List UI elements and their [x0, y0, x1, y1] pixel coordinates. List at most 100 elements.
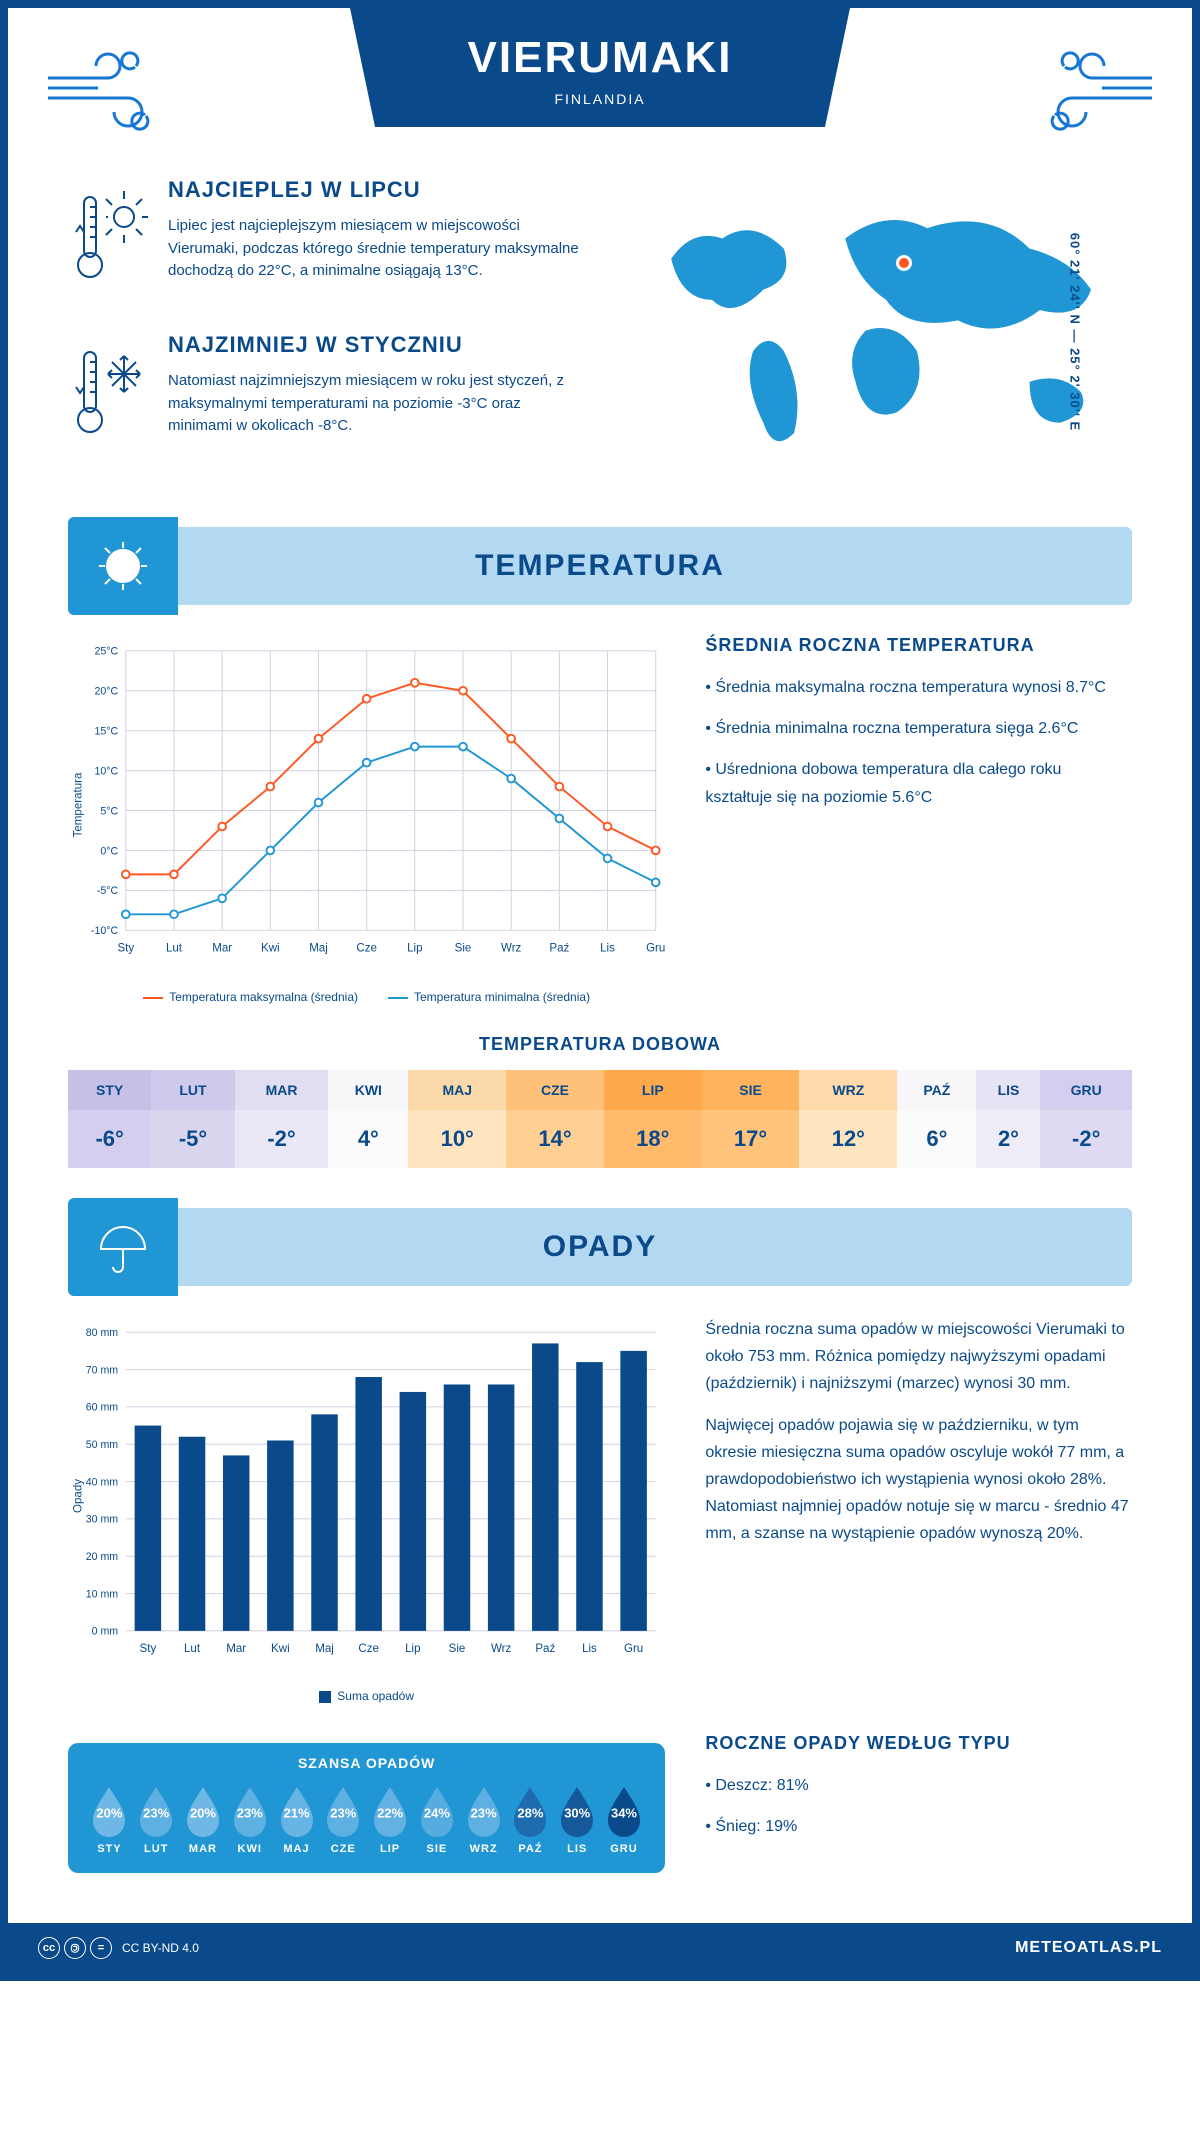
precipitation-description: Średnia roczna suma opadów w miejscowośc…: [705, 1316, 1132, 1703]
daily-temp-value: 4°: [328, 1110, 408, 1168]
temperature-description: ŚREDNIA ROCZNA TEMPERATURA • Średnia mak…: [705, 635, 1132, 1004]
svg-text:Mar: Mar: [226, 1643, 246, 1655]
coldest-heading: NAJZIMNIEJ W STYCZNIU: [168, 332, 580, 358]
rain-chance-item: 24%SIE: [413, 1783, 460, 1855]
svg-text:60 mm: 60 mm: [86, 1402, 119, 1414]
wind-decoration-right: [1022, 38, 1162, 138]
daily-month-header: KWI: [328, 1070, 408, 1110]
svg-text:Gru: Gru: [624, 1643, 643, 1655]
rain-chance-panel: SZANSA OPADÓW 20%STY23%LUT20%MAR23%KWI21…: [68, 1733, 665, 1873]
svg-text:Sty: Sty: [140, 1643, 157, 1655]
svg-text:Lut: Lut: [166, 942, 183, 954]
svg-text:Sie: Sie: [449, 1643, 466, 1655]
svg-text:Cze: Cze: [358, 1643, 379, 1655]
cc-icons: cc 🄯 =: [38, 1937, 112, 1959]
coldest-block: NAJZIMNIEJ W STYCZNIU Natomiast najzimni…: [68, 332, 580, 447]
daily-temp-heading: TEMPERATURA DOBOWA: [68, 1034, 1132, 1055]
page-header: VIERUMAKI FINLANDIA: [350, 8, 850, 127]
site-brand: METEOATLAS.PL: [1015, 1939, 1162, 1957]
temperature-section-header: TEMPERATURA: [68, 527, 1132, 605]
precipitation-chart-row: 0 mm10 mm20 mm30 mm40 mm50 mm60 mm70 mm8…: [68, 1316, 1132, 1703]
rain-chance-item: 23%CZE: [320, 1783, 367, 1855]
temp-desc-heading: ŚREDNIA ROCZNA TEMPERATURA: [705, 635, 1132, 656]
svg-text:20 mm: 20 mm: [86, 1551, 119, 1563]
svg-text:Lut: Lut: [184, 1643, 201, 1655]
location-title: VIERUMAKI: [390, 33, 810, 83]
precip-type-item: • Śnieg: 19%: [705, 1813, 1132, 1840]
svg-text:Wrz: Wrz: [501, 942, 522, 954]
svg-text:Paź: Paź: [549, 942, 569, 954]
precipitation-bar-chart: 0 mm10 mm20 mm30 mm40 mm50 mm60 mm70 mm8…: [68, 1316, 665, 1703]
precipitation-title: OPADY: [543, 1230, 657, 1263]
svg-text:20°C: 20°C: [94, 686, 118, 698]
precipitation-type-panel: ROCZNE OPADY WEDŁUG TYPU • Deszcz: 81%• …: [705, 1733, 1132, 1873]
license-text: CC BY-ND 4.0: [122, 1941, 199, 1955]
daily-month-header: CZE: [506, 1070, 604, 1110]
svg-text:Sie: Sie: [455, 942, 472, 954]
nd-icon: =: [90, 1937, 112, 1959]
rain-chance-item: 28%PAŹ: [507, 1783, 554, 1855]
svg-text:Kwi: Kwi: [271, 1643, 290, 1655]
svg-text:Lis: Lis: [600, 942, 615, 954]
world-map: [620, 177, 1132, 457]
sun-tab-icon: [68, 517, 178, 615]
rain-chance-item: 30%LIS: [554, 1783, 601, 1855]
daily-month-header: MAR: [235, 1070, 329, 1110]
map-column: 60° 21' 24'' N — 25° 2' 30'' E: [620, 177, 1132, 487]
warmest-text: Lipiec jest najcieplejszym miesiącem w m…: [168, 215, 580, 283]
page-frame: VIERUMAKI FINLANDIA NAJCIEPLEJ W LIPCU L…: [0, 0, 1200, 1981]
svg-text:5°C: 5°C: [100, 805, 118, 817]
svg-text:Sty: Sty: [117, 942, 134, 954]
page-footer: cc 🄯 = CC BY-ND 4.0 METEOATLAS.PL: [8, 1923, 1192, 1973]
rain-chance-item: 20%STY: [86, 1783, 133, 1855]
legend-max: Temperatura maksymalna (średnia): [143, 990, 358, 1004]
wind-decoration-left: [38, 38, 178, 138]
svg-text:Lis: Lis: [582, 1643, 597, 1655]
svg-text:10 mm: 10 mm: [86, 1588, 119, 1600]
intro-text-column: NAJCIEPLEJ W LIPCU Lipiec jest najcieple…: [68, 177, 580, 487]
rain-chance-item: 23%WRZ: [460, 1783, 507, 1855]
svg-text:70 mm: 70 mm: [86, 1364, 119, 1376]
svg-text:Lip: Lip: [405, 1643, 420, 1655]
svg-text:Wrz: Wrz: [491, 1643, 512, 1655]
daily-month-header: WRZ: [799, 1070, 897, 1110]
svg-text:Lip: Lip: [407, 942, 422, 954]
svg-text:Kwi: Kwi: [261, 942, 280, 954]
daily-month-header: LIS: [976, 1070, 1040, 1110]
daily-month-header: GRU: [1040, 1070, 1132, 1110]
svg-text:40 mm: 40 mm: [86, 1476, 119, 1488]
temp-desc-item: • Średnia minimalna roczna temperatura s…: [705, 715, 1132, 742]
temperature-legend: Temperatura maksymalna (średnia) Tempera…: [68, 990, 665, 1004]
legend-min: Temperatura minimalna (średnia): [388, 990, 590, 1004]
thermometer-snowflake-icon: [68, 332, 148, 447]
svg-text:Maj: Maj: [315, 1643, 334, 1655]
temperature-chart-row: -10°C-5°C0°C5°C10°C15°C20°C25°CStyLutMar…: [68, 635, 1132, 1004]
daily-month-header: STY: [68, 1070, 151, 1110]
by-icon: 🄯: [64, 1937, 86, 1959]
daily-month-header: MAJ: [408, 1070, 506, 1110]
daily-temp-value: -5°: [151, 1110, 234, 1168]
svg-text:10°C: 10°C: [94, 765, 118, 777]
precipitation-bottom-row: SZANSA OPADÓW 20%STY23%LUT20%MAR23%KWI21…: [68, 1733, 1132, 1873]
daily-temp-value: -2°: [235, 1110, 329, 1168]
svg-text:Gru: Gru: [646, 942, 665, 954]
svg-text:50 mm: 50 mm: [86, 1439, 119, 1451]
temp-desc-item: • Średnia maksymalna roczna temperatura …: [705, 674, 1132, 701]
precip-p1: Średnia roczna suma opadów w miejscowośc…: [705, 1316, 1132, 1398]
svg-text:30 mm: 30 mm: [86, 1514, 119, 1526]
temperature-title: TEMPERATURA: [475, 549, 725, 582]
precipitation-legend: Suma opadów: [68, 1689, 665, 1703]
temp-desc-item: • Uśredniona dobowa temperatura dla całe…: [705, 756, 1132, 810]
svg-text:-5°C: -5°C: [97, 885, 119, 897]
daily-month-header: SIE: [702, 1070, 800, 1110]
daily-temp-value: 18°: [604, 1110, 702, 1168]
svg-text:0 mm: 0 mm: [92, 1626, 119, 1638]
cc-icon: cc: [38, 1937, 60, 1959]
intro-row: NAJCIEPLEJ W LIPCU Lipiec jest najcieple…: [68, 177, 1132, 487]
daily-month-header: PAŹ: [897, 1070, 976, 1110]
daily-temp-value: 6°: [897, 1110, 976, 1168]
daily-temp-value: 10°: [408, 1110, 506, 1168]
rain-chance-item: 34%GRU: [601, 1783, 648, 1855]
svg-text:-10°C: -10°C: [91, 925, 119, 937]
temperature-line-chart: -10°C-5°C0°C5°C10°C15°C20°C25°CStyLutMar…: [68, 635, 665, 1004]
